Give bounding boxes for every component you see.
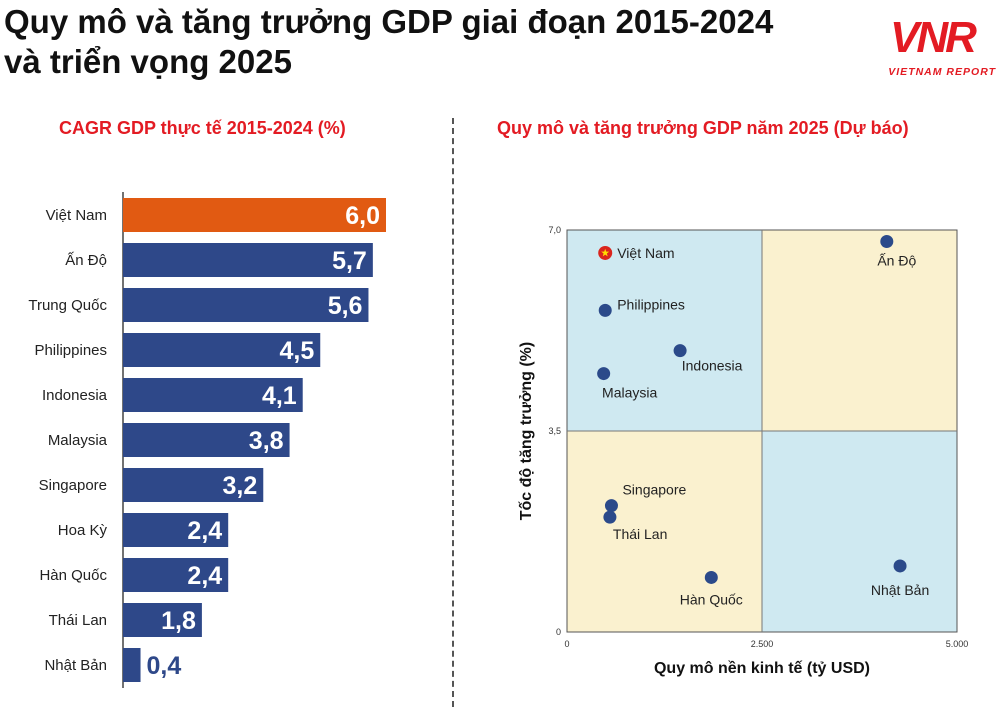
x-axis-label: Quy mô nền kinh tế (tỷ USD)	[654, 660, 870, 677]
x-tick-label: 0	[564, 639, 569, 649]
bar	[123, 423, 290, 457]
point-label: Việt Nam	[617, 245, 674, 261]
scatter-point	[673, 344, 687, 358]
bar-category-label: Malaysia	[48, 432, 108, 449]
bar	[123, 333, 321, 367]
page-title: Quy mô và tăng trưởng GDP giai đoạn 2015…	[4, 2, 804, 82]
page-title-line1: Quy mô và tăng trưởng GDP giai đoạn 2015…	[4, 3, 774, 40]
bar-chart: Việt Nam 6,0 Ấn Độ 5,7 Trung Quốc 5,6 Philippi…	[28, 192, 386, 688]
scatter-point	[603, 510, 617, 524]
bar-category-label: Philippines	[34, 342, 107, 359]
point-label: Nhật Bản	[871, 582, 929, 598]
point-label: Philippines	[617, 296, 685, 312]
quadrant-bottom-left	[567, 431, 762, 632]
scatter-point	[893, 559, 907, 573]
logo-mark: VNR	[890, 13, 977, 62]
x-tick-label: 2.500	[751, 639, 774, 649]
section-divider	[452, 118, 454, 707]
scatter-chart-title: Quy mô và tăng trưởng GDP năm 2025 (Dự b…	[497, 118, 909, 138]
vietnam-report-logo: VNR VIETNAM REPORT	[888, 13, 996, 78]
scatter-point	[597, 367, 611, 381]
bar-value-label: 2,4	[187, 562, 222, 590]
bar-value-label: 2,4	[187, 517, 222, 545]
bar-category-label: Trung Quốc	[28, 297, 107, 314]
bar-value-label: 4,1	[262, 382, 297, 410]
scatter-point	[604, 499, 618, 513]
y-axis-label: Tốc độ tăng trưởng (%)	[518, 342, 535, 521]
x-tick-label: 5.000	[946, 639, 969, 649]
quadrant-top-left	[567, 230, 762, 431]
bar-value-label: 0,4	[147, 652, 182, 680]
bar-value-label: 6,0	[345, 202, 380, 230]
bar	[123, 378, 303, 412]
scatter-point	[704, 570, 718, 584]
bar	[123, 648, 141, 682]
y-tick-label: 0	[556, 627, 561, 637]
bar-category-label: Indonesia	[42, 387, 108, 404]
star-icon	[601, 248, 610, 257]
bar-category-label: Nhật Bản	[44, 657, 107, 674]
bar-category-label: Hoa Kỳ	[58, 522, 108, 539]
bar-category-label: Ấn Độ	[65, 252, 107, 269]
bar-category-label: Singapore	[39, 477, 107, 494]
bar-value-label: 5,6	[328, 292, 363, 320]
y-tick-label: 7,0	[548, 225, 561, 235]
quadrant-bottom-right	[762, 431, 957, 632]
bar-category-label: Hàn Quốc	[39, 567, 107, 584]
bar	[123, 603, 202, 637]
quadrant-top-right	[762, 230, 957, 431]
bar-chart-title: CAGR GDP thực tế 2015-2024 (%)	[59, 118, 346, 138]
bar-value-label: 5,7	[332, 247, 367, 275]
bar-value-label: 3,2	[223, 472, 258, 500]
point-label: Ấn Độ	[877, 252, 916, 268]
bar-category-label: Thái Lan	[49, 612, 107, 629]
point-label: Malaysia	[602, 385, 657, 401]
bar-highlight	[123, 198, 386, 232]
bar-category-label: Việt Nam	[46, 207, 107, 224]
scatter-point	[880, 234, 894, 248]
bar	[123, 513, 229, 547]
logo-subtitle: VIETNAM REPORT	[888, 66, 996, 78]
scatter-point	[598, 303, 612, 317]
bar	[123, 558, 229, 592]
bar	[123, 243, 373, 277]
y-tick-label: 3,5	[548, 426, 561, 436]
point-label: Singapore	[622, 482, 686, 498]
bar-value-label: 1,8	[161, 607, 196, 635]
point-label: Indonesia	[682, 358, 743, 374]
bar-value-label: 3,8	[249, 427, 284, 455]
bar	[123, 288, 369, 322]
point-label: Thái Lan	[613, 526, 667, 542]
bar	[123, 468, 264, 502]
bar-value-label: 4,5	[279, 337, 314, 365]
page-title-line2: và triển vọng 2025	[4, 43, 292, 80]
point-label: Hàn Quốc	[680, 591, 743, 607]
